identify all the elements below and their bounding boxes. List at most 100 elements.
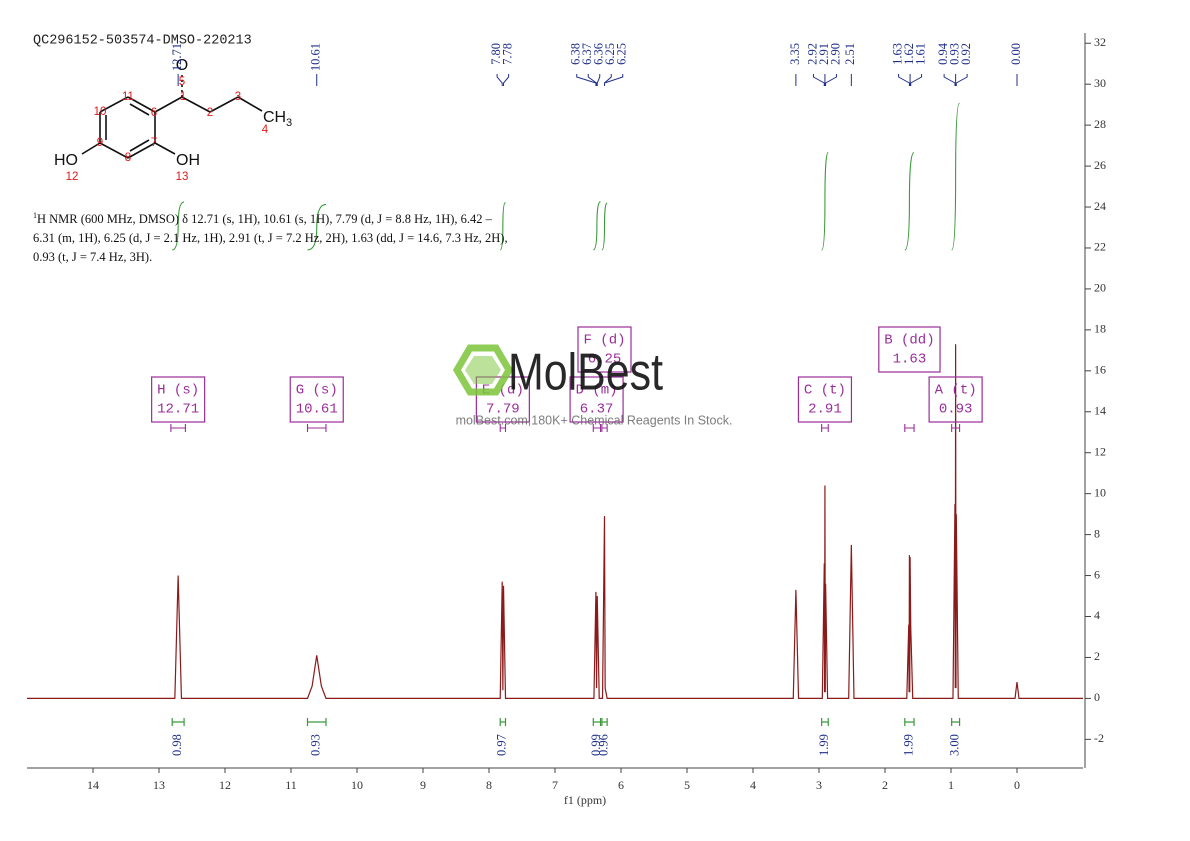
peak-label: 6.37 bbox=[580, 43, 594, 65]
peak-label: 0.92 bbox=[959, 43, 973, 65]
atom-number: 7 bbox=[151, 137, 157, 149]
atom-number: 11 bbox=[122, 91, 134, 103]
integral-curve bbox=[307, 203, 327, 251]
atom-label: HO bbox=[54, 152, 78, 169]
x-tick-label: 6 bbox=[618, 778, 624, 792]
multiplet-range bbox=[601, 424, 608, 432]
peak-label: 0.00 bbox=[1009, 43, 1023, 65]
integral-label: 0.96 bbox=[596, 734, 610, 756]
multiplet-range bbox=[499, 424, 507, 432]
peak-label: 2.51 bbox=[843, 43, 857, 65]
x-tick-label: 1 bbox=[948, 778, 954, 792]
bond bbox=[127, 142, 156, 159]
multiplet-shift: 2.91 bbox=[808, 402, 842, 418]
y-tick-label: 0 bbox=[1094, 690, 1100, 704]
peak-label: 2.91 bbox=[817, 43, 831, 65]
integral-bracket bbox=[592, 718, 602, 726]
y-tick-label: 10 bbox=[1094, 485, 1106, 499]
integral-bracket bbox=[601, 718, 608, 726]
peak-label: 2.90 bbox=[828, 43, 842, 65]
integral-curve bbox=[601, 202, 608, 251]
atom-number: 9 bbox=[97, 137, 103, 149]
peak-label: 1.61 bbox=[913, 43, 927, 65]
atom-number: 10 bbox=[94, 106, 107, 118]
multiplet-shift: 6.25 bbox=[588, 352, 622, 368]
peak-connector bbox=[812, 74, 825, 86]
y-tick-label: 20 bbox=[1094, 281, 1106, 295]
bond bbox=[181, 96, 211, 113]
peak-connector bbox=[955, 74, 968, 86]
spectrum-line bbox=[27, 344, 1083, 699]
multiplet-box bbox=[878, 326, 941, 373]
nmr-line: 6.31 (m, 1H), 6.25 (d, J = 2.1 Hz, 1H), … bbox=[33, 231, 508, 246]
integral-bracket bbox=[951, 718, 961, 726]
bond bbox=[129, 139, 150, 152]
integral-label: 0.93 bbox=[309, 734, 323, 756]
x-tick-label: 0 bbox=[1014, 778, 1020, 792]
integral-bracket bbox=[499, 718, 507, 726]
multiplet-box bbox=[797, 376, 853, 423]
y-tick-label: 2 bbox=[1094, 649, 1100, 663]
multiplet-range bbox=[170, 424, 186, 432]
y-tick-label: 22 bbox=[1094, 240, 1106, 254]
atom-number: 8 bbox=[125, 152, 131, 164]
peak-label: 0.94 bbox=[936, 42, 950, 65]
bond bbox=[99, 96, 129, 113]
multiplet-range bbox=[951, 424, 961, 432]
x-tick-label: 9 bbox=[420, 778, 426, 792]
x-tick-label: 11 bbox=[285, 778, 297, 792]
peak-label: 10.61 bbox=[309, 43, 323, 71]
title: QC296152-503574-DMSO-220213 bbox=[33, 34, 252, 49]
peak-connector bbox=[587, 74, 598, 86]
atom-number: 12 bbox=[66, 171, 79, 183]
integral-curve bbox=[904, 151, 915, 251]
multiplet-name: A (t) bbox=[935, 383, 977, 399]
integral-label: 1.99 bbox=[901, 734, 915, 756]
peak-connector bbox=[576, 74, 597, 86]
multiplet-shift: 7.79 bbox=[486, 402, 520, 418]
y-tick-label: 6 bbox=[1094, 567, 1100, 581]
integral-label: 0.97 bbox=[495, 734, 509, 756]
peak-connector bbox=[496, 74, 503, 86]
x-tick-label: 4 bbox=[750, 778, 756, 792]
y-tick-label: 24 bbox=[1094, 199, 1106, 213]
multiplet-name: E (d) bbox=[482, 383, 524, 399]
bond bbox=[209, 96, 239, 113]
multiplet-shift: 10.61 bbox=[296, 402, 338, 418]
atom-number: 13 bbox=[176, 171, 189, 183]
y-tick-label: 18 bbox=[1094, 322, 1106, 336]
peak-connector bbox=[596, 74, 601, 86]
y-tick-label: 26 bbox=[1094, 158, 1106, 172]
multiplet-shift: 0.93 bbox=[939, 402, 973, 418]
integral-bracket bbox=[306, 718, 327, 726]
integral-bracket bbox=[904, 718, 915, 726]
atom-label: 3 bbox=[286, 117, 292, 129]
multiplet-range bbox=[821, 424, 829, 432]
bond bbox=[154, 142, 176, 155]
peak-connector bbox=[604, 74, 624, 86]
x-tick-label: 7 bbox=[552, 778, 558, 792]
multiplet-name: D (m) bbox=[576, 383, 618, 399]
bond bbox=[154, 96, 183, 113]
integral-curve bbox=[821, 151, 829, 251]
peak-label: 2.92 bbox=[805, 43, 819, 65]
peak-connector bbox=[898, 74, 910, 86]
peak-connector bbox=[604, 74, 612, 86]
x-tick-label: 10 bbox=[351, 778, 363, 792]
bond bbox=[129, 103, 150, 116]
multiplet-shift: 1.63 bbox=[893, 352, 927, 368]
nmr-description: 1H NMR (600 MHz, DMSO) δ 12.71 (s, 1H), … bbox=[33, 206, 633, 267]
multiplet-box bbox=[151, 376, 206, 423]
multiplet-name: C (t) bbox=[804, 383, 846, 399]
x-axis-label: f1 (ppm) bbox=[564, 793, 606, 807]
peak-connector bbox=[825, 74, 837, 86]
atom-label: OH bbox=[176, 152, 200, 169]
y-tick-label: 28 bbox=[1094, 117, 1106, 131]
x-tick-label: 13 bbox=[153, 778, 165, 792]
nmr-line: 1H NMR (600 MHz, DMSO) δ 12.71 (s, 1H), … bbox=[33, 206, 633, 229]
multiplet-shift: 6.37 bbox=[580, 402, 614, 418]
y-tick-label: 4 bbox=[1094, 608, 1100, 622]
multiplet-box bbox=[569, 376, 624, 423]
